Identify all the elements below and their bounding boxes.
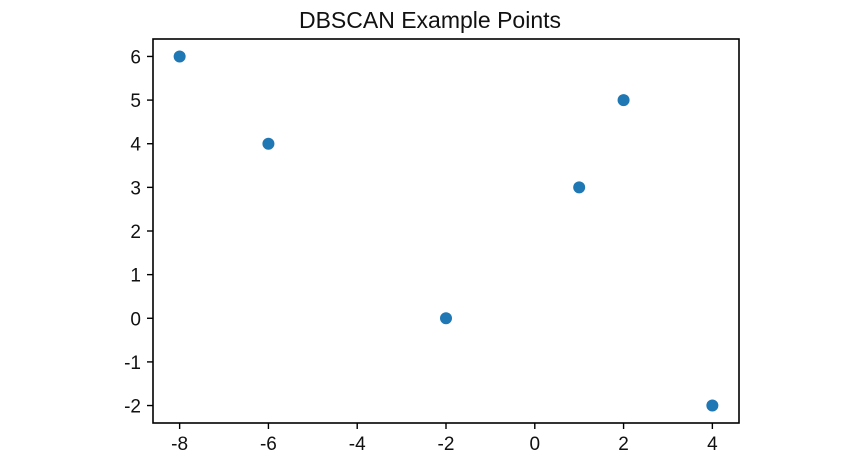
x-tick-label: -8 [171, 434, 188, 455]
chart-title: DBSCAN Example Points [299, 7, 561, 33]
plot-area-frame [152, 38, 740, 424]
data-point [262, 137, 275, 150]
x-tick-label: -4 [349, 434, 366, 455]
data-point [617, 94, 630, 107]
y-tick-label: -2 [124, 397, 141, 418]
y-tick-label: 4 [130, 135, 141, 156]
data-point [440, 312, 452, 325]
y-tick-label: 0 [130, 309, 141, 330]
x-tick-label: -2 [438, 434, 455, 455]
x-tick-label: -6 [260, 434, 277, 455]
x-tick-label: 0 [529, 434, 540, 455]
y-tick-label: 3 [130, 178, 141, 199]
y-tick-label: 6 [130, 47, 141, 68]
y-tick-label: 1 [130, 266, 141, 287]
data-point [573, 181, 586, 194]
data-point [706, 399, 719, 412]
y-axis: 6 5 4 3 2 1 0 -1 -2 [124, 47, 153, 418]
y-tick-label: 2 [130, 222, 141, 243]
x-tick-label: 2 [618, 434, 629, 455]
y-tick-label: 5 [130, 91, 141, 112]
data-points [173, 50, 719, 412]
data-point [173, 50, 186, 63]
x-tick-label: 4 [707, 434, 718, 455]
y-tick-label: -1 [124, 353, 141, 374]
x-axis: -8 -6 -4 -2 0 2 4 [171, 423, 718, 455]
